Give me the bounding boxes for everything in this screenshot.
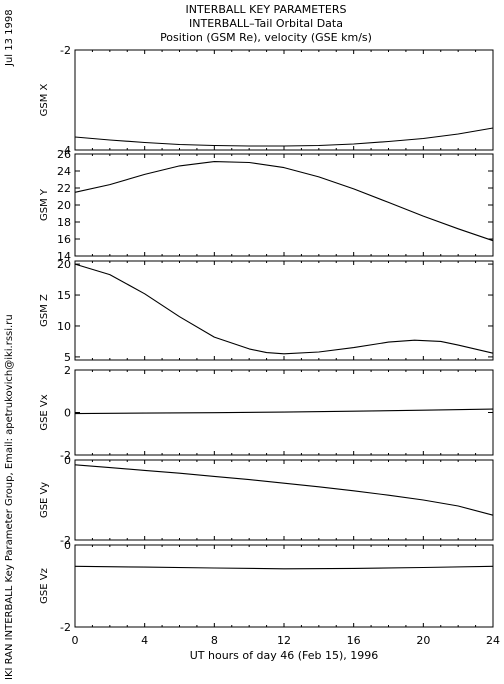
chart-subtitle-units: Position (GSM Re), velocity (GSE km/s) <box>160 31 372 44</box>
x-axis-label: UT hours of day 46 (Feb 15), 1996 <box>190 649 379 662</box>
y-tick-label: 0 <box>64 454 71 467</box>
y-tick-label: 26 <box>57 148 71 161</box>
y-tick-label: 10 <box>57 320 71 333</box>
x-tick-label: 0 <box>72 634 79 647</box>
panel-frame <box>74 49 494 151</box>
y-axis-label: GSM Z <box>39 294 50 327</box>
y-tick-label: 20 <box>57 258 71 271</box>
y-axis-label: GSM X <box>39 83 50 116</box>
series-line-gse-vz <box>74 565 494 570</box>
panel-frame <box>74 544 494 628</box>
y-axis-label: GSE Vx <box>39 394 50 430</box>
x-tick-label: 12 <box>277 634 291 647</box>
chart-title: INTERBALL KEY PARAMETERS <box>186 3 347 16</box>
y-axis-label: GSM Y <box>39 188 50 221</box>
chart-subtitle: INTERBALL–Tail Orbital Data <box>189 17 343 30</box>
y-axis-label: GSE Vz <box>39 568 50 604</box>
y-tick-label: 0 <box>64 407 71 420</box>
y-tick-label: -2 <box>60 621 71 634</box>
series-line-gse-vx <box>74 408 494 415</box>
panel-4: 2 0 -2 GSE Vx <box>39 364 494 462</box>
y-tick-label: 0 <box>64 539 71 552</box>
panel-frame <box>74 153 494 257</box>
y-tick-label: 24 <box>57 165 71 178</box>
panel-frame <box>74 459 494 541</box>
y-tick-label: 14 <box>57 250 71 263</box>
y-tick-label: -2 <box>60 449 71 462</box>
panel-6: 0 -2 GSE Vz <box>39 539 494 634</box>
y-tick-label: 5 <box>64 351 71 364</box>
panel-5: 0 -2 GSE Vy <box>39 454 494 547</box>
series-line-gsm-z <box>74 263 494 355</box>
y-tick-label: 2 <box>64 364 71 377</box>
x-tick-label: 16 <box>347 634 361 647</box>
credit-label: IKI RAN INTERBALL Key Parameter Group, E… <box>4 314 15 680</box>
series-line-gsm-x <box>74 127 494 147</box>
y-tick-label: -2 <box>60 44 71 57</box>
y-tick-label: 18 <box>57 216 71 229</box>
y-tick-label: -4 <box>60 144 71 157</box>
x-tick-label: 24 <box>486 634 500 647</box>
y-tick-label: 15 <box>57 289 71 302</box>
y-tick-label: 22 <box>57 182 71 195</box>
panel-3: 5 10 15 20 GSM Z <box>39 258 494 364</box>
panel-frame <box>74 260 494 361</box>
x-tick-label: 20 <box>416 634 430 647</box>
y-axis-label: GSE Vy <box>39 482 50 518</box>
y-tick-label: 16 <box>57 233 71 246</box>
y-tick-label: 20 <box>57 199 71 212</box>
series-line-gse-vy <box>74 464 494 516</box>
series-line-gsm-y <box>74 161 494 242</box>
x-tick-label: 4 <box>141 634 148 647</box>
panel-1: -2 -4 GSM X <box>39 44 494 157</box>
panel-2: 14 16 18 20 22 24 26 GSM Y <box>39 148 494 263</box>
x-tick-label: 8 <box>211 634 218 647</box>
y-tick-label: -2 <box>60 534 71 547</box>
creation-date-label: Jul 13 1998 <box>4 9 15 67</box>
